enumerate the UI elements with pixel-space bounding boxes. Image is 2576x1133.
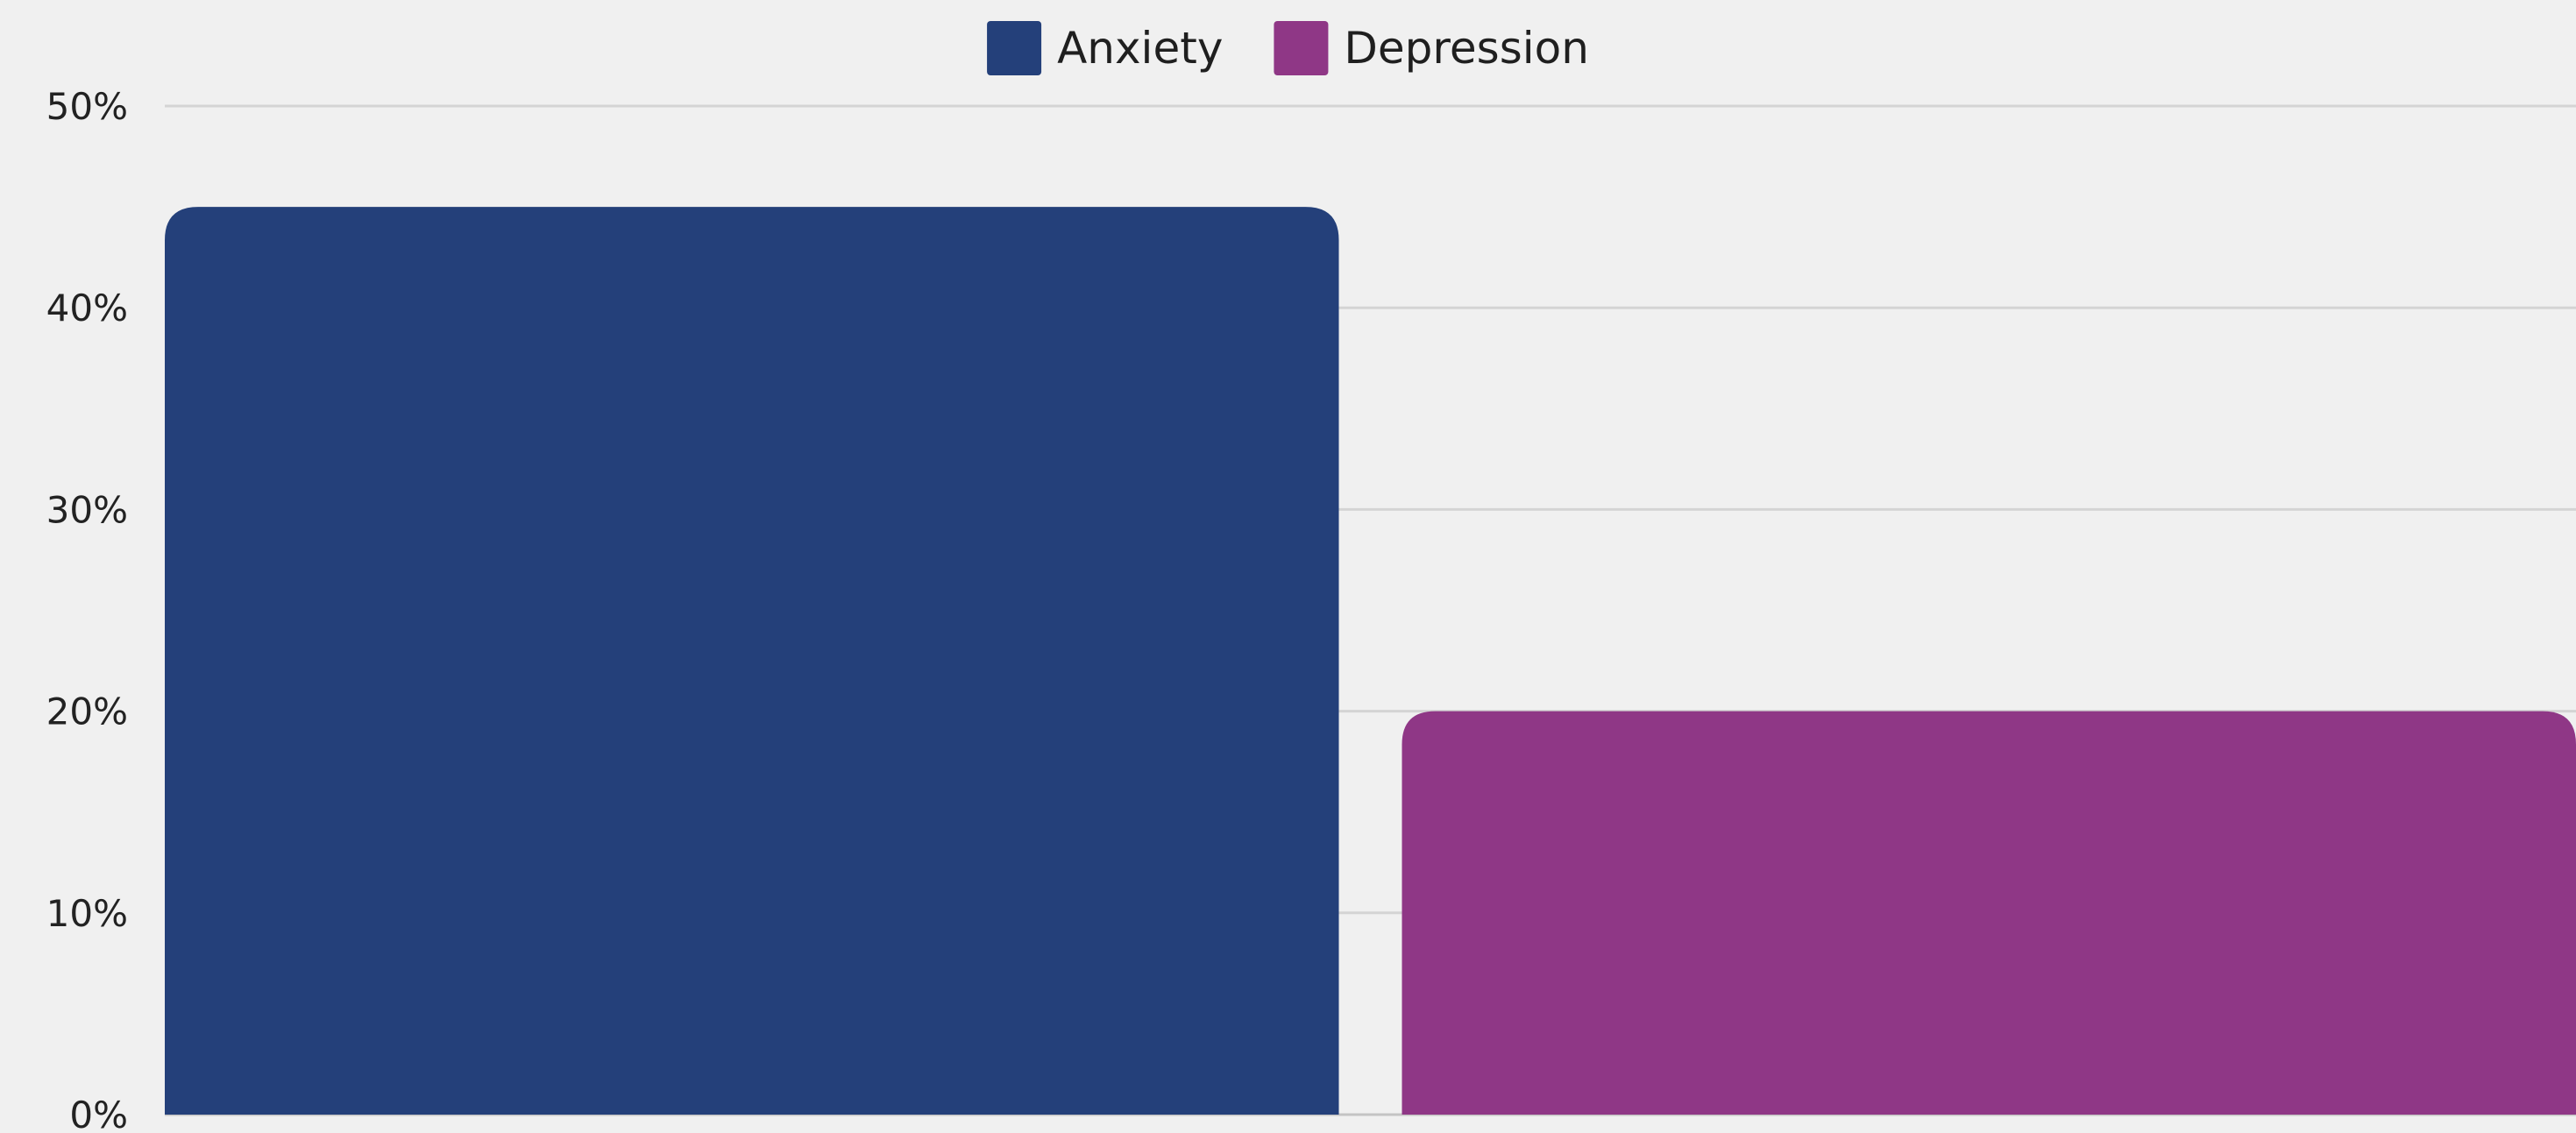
bars: [165, 207, 2576, 1115]
legend-label-anxiety: Anxiety: [1057, 23, 1223, 74]
bar-depression: [1402, 711, 2576, 1115]
y-tick-label: 0%: [69, 1094, 128, 1133]
y-tick-label: 10%: [46, 892, 128, 935]
y-axis: 0% 10% 20% 30% 40% 50%: [46, 85, 128, 1133]
legend-swatch-anxiety: [987, 21, 1042, 75]
legend-swatch-depression: [1274, 21, 1329, 75]
y-tick-label: 30%: [46, 488, 128, 531]
legend: Anxiety Depression: [987, 21, 1589, 75]
y-tick-label: 40%: [46, 287, 128, 329]
legend-label-depression: Depression: [1344, 23, 1589, 74]
y-tick-label: 50%: [46, 85, 128, 128]
y-tick-label: 20%: [46, 690, 128, 733]
bar-anxiety: [165, 207, 1339, 1115]
